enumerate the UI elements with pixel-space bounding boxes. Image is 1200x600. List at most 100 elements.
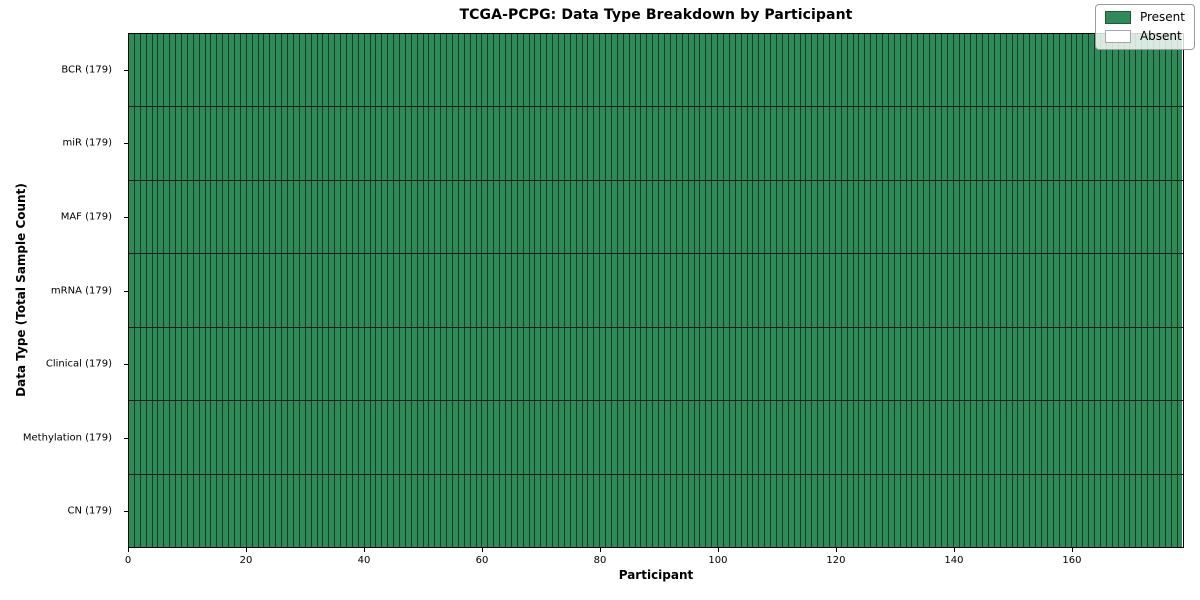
matrix-cell	[475, 327, 482, 401]
matrix-cell	[793, 327, 800, 401]
matrix-cell	[1152, 474, 1159, 547]
matrix-cell	[1099, 327, 1106, 401]
matrix-cell	[775, 107, 782, 180]
matrix-cell	[387, 34, 394, 107]
matrix-cell	[952, 474, 959, 547]
matrix-cell	[652, 254, 659, 327]
matrix-cell	[940, 401, 947, 474]
matrix-cell	[958, 474, 965, 547]
matrix-cell	[534, 327, 541, 401]
matrix-cell	[528, 107, 535, 180]
matrix-cell	[616, 327, 623, 401]
matrix-cell	[1123, 327, 1130, 401]
matrix-cell	[204, 180, 211, 254]
matrix-cell	[1117, 34, 1124, 107]
matrix-cell	[440, 34, 447, 107]
matrix-cell	[181, 254, 187, 327]
matrix-cell	[298, 474, 305, 547]
matrix-cell	[316, 107, 323, 180]
matrix-cell	[988, 180, 994, 254]
matrix-cell	[304, 401, 311, 474]
matrix-cell	[1099, 401, 1106, 474]
matrix-cell	[516, 107, 523, 180]
matrix-cell	[469, 34, 476, 107]
matrix-cell	[287, 474, 293, 547]
matrix-cell	[1029, 474, 1036, 547]
matrix-cell	[1011, 180, 1018, 254]
matrix-cell	[675, 34, 682, 107]
matrix-cell	[416, 401, 423, 474]
matrix-cell	[534, 401, 541, 474]
x-tick-mark	[245, 548, 247, 552]
matrix-cell	[834, 254, 841, 327]
matrix-cell	[764, 254, 771, 327]
matrix-cell	[929, 254, 936, 327]
matrix-cell	[817, 180, 824, 254]
matrix-cell	[563, 254, 570, 327]
matrix-cell	[946, 401, 953, 474]
matrix-cell	[587, 180, 594, 254]
matrix-cell	[410, 107, 417, 180]
matrix-cell	[451, 107, 458, 180]
matrix-cell	[752, 401, 759, 474]
matrix-cell	[823, 107, 829, 180]
matrix-cell	[1005, 107, 1012, 180]
matrix-cell	[340, 474, 346, 547]
matrix-cell	[493, 474, 500, 547]
matrix-cell	[993, 327, 1000, 401]
matrix-cell	[1152, 180, 1159, 254]
matrix-cell	[846, 254, 853, 327]
matrix-cell	[1111, 474, 1118, 547]
matrix-cell	[805, 107, 812, 180]
matrix-cell	[605, 34, 612, 107]
matrix-cell	[375, 474, 382, 547]
matrix-cell	[393, 180, 399, 254]
matrix-cell	[540, 401, 547, 474]
matrix-cell	[522, 107, 529, 180]
matrix-cell	[828, 474, 835, 547]
matrix-cell	[964, 180, 971, 254]
matrix-cell	[581, 107, 588, 180]
matrix-cell	[787, 107, 794, 180]
matrix-cell	[781, 254, 788, 327]
matrix-cell	[746, 474, 753, 547]
matrix-cell	[469, 401, 476, 474]
matrix-cell	[281, 180, 288, 254]
matrix-cell	[1094, 254, 1100, 327]
matrix-cell	[198, 180, 205, 254]
matrix-cell	[1076, 254, 1083, 327]
matrix-cell	[734, 401, 741, 474]
matrix-cell	[758, 401, 765, 474]
matrix-cell	[864, 34, 871, 107]
matrix-cell	[222, 107, 229, 180]
matrix-cell	[905, 254, 912, 327]
matrix-cell	[876, 107, 882, 180]
matrix-cell	[823, 474, 829, 547]
matrix-cell	[1141, 327, 1148, 401]
matrix-cell	[216, 401, 223, 474]
matrix-cell	[799, 34, 806, 107]
matrix-cell	[1005, 34, 1012, 107]
matrix-cell	[322, 180, 329, 254]
matrix-cell	[781, 401, 788, 474]
matrix-cell	[1011, 401, 1018, 474]
matrix-cell	[1088, 254, 1095, 327]
matrix-cell	[805, 327, 812, 401]
matrix-cell	[717, 401, 723, 474]
matrix-cell	[351, 34, 358, 107]
matrix-cell	[628, 107, 635, 180]
matrix-cell	[1117, 327, 1124, 401]
matrix-cell	[646, 474, 653, 547]
matrix-cell	[1052, 474, 1059, 547]
matrix-cell	[952, 254, 959, 327]
matrix-cell	[717, 474, 723, 547]
matrix-cell	[1052, 107, 1059, 180]
matrix-cell	[310, 401, 317, 474]
matrix-cell	[858, 107, 865, 180]
matrix-cell	[463, 254, 470, 327]
matrix-cell	[876, 180, 882, 254]
matrix-cell	[422, 327, 429, 401]
matrix-cell	[887, 327, 894, 401]
matrix-cell	[675, 107, 682, 180]
matrix-cell	[1117, 107, 1124, 180]
